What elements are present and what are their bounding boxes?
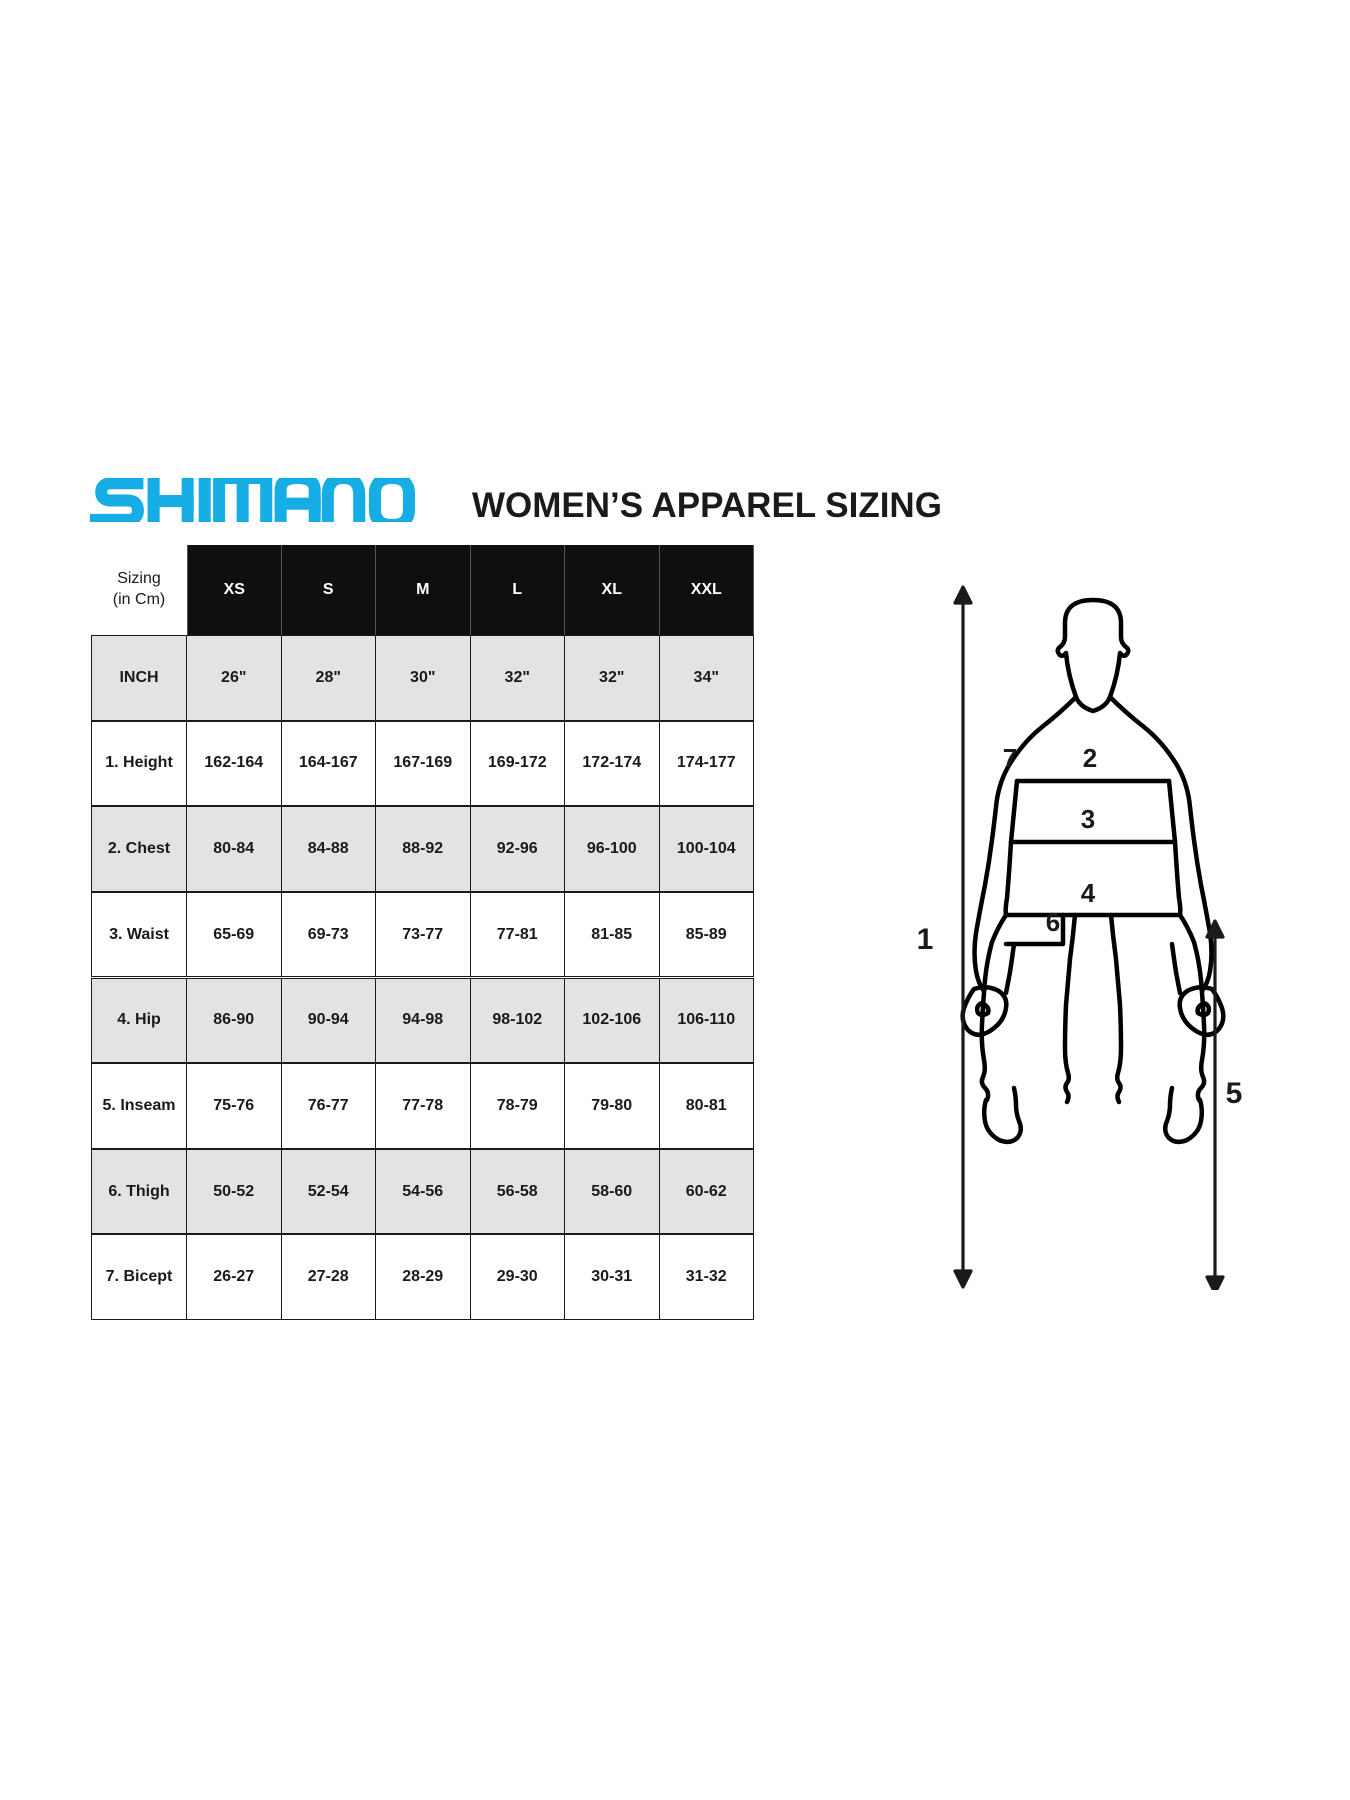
svg-text:5: 5 [1226,1077,1243,1110]
svg-text:3: 3 [1081,804,1095,834]
svg-text:1: 1 [917,923,934,956]
svg-text:2: 2 [1083,743,1097,773]
svg-text:7: 7 [1003,743,1017,773]
svg-text:4: 4 [1081,878,1096,908]
svg-text:6: 6 [1046,907,1060,937]
